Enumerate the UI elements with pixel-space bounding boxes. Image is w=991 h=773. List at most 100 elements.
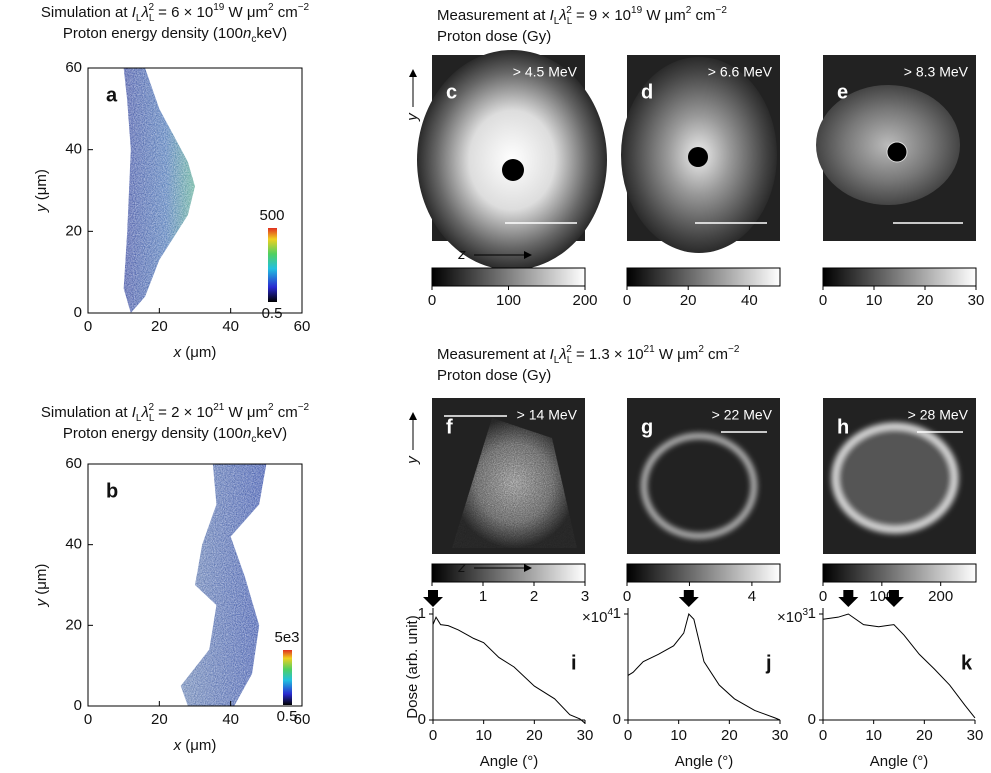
y-tick-label: 60 bbox=[65, 455, 82, 472]
x-tick-label: 0 bbox=[819, 727, 827, 744]
y-tick-label: 0 bbox=[74, 697, 82, 714]
axes-box bbox=[87, 67, 303, 314]
colorbar-min: 0.5 bbox=[262, 305, 283, 322]
text-part: 2 bbox=[148, 2, 154, 13]
colorbar bbox=[822, 563, 977, 583]
target-hole bbox=[688, 147, 708, 167]
text-part: λ bbox=[558, 346, 566, 363]
target-hole bbox=[886, 141, 908, 163]
text-part: (μm) bbox=[181, 344, 216, 361]
text-part: = 6 × 10 bbox=[154, 4, 213, 21]
axes bbox=[822, 608, 975, 721]
colorbar-max: 5e3 bbox=[274, 629, 299, 646]
x-axis-label: Angle (°) bbox=[675, 753, 734, 770]
text-part: x bbox=[173, 737, 182, 754]
y-tick-label: 0 bbox=[418, 711, 426, 728]
text-part: 2 bbox=[148, 402, 154, 413]
text-part: keV) bbox=[256, 425, 287, 442]
text-part: Measurement at bbox=[437, 346, 550, 363]
text-part: (μm) bbox=[33, 169, 50, 204]
text-part: 19 bbox=[213, 2, 225, 13]
x-tick-label: 0 bbox=[84, 711, 92, 728]
text-part: x bbox=[173, 344, 182, 361]
text-part: 2 bbox=[566, 344, 572, 355]
x-tick-label: 10 bbox=[670, 727, 687, 744]
y-tick-label: 20 bbox=[65, 222, 82, 239]
text-part: Simulation at bbox=[41, 4, 132, 21]
panel-subtitle: Proton dose (Gy) bbox=[437, 28, 551, 45]
text-part: c bbox=[251, 434, 256, 445]
text-part: W μm bbox=[224, 4, 268, 21]
x-tick-label: 0 bbox=[429, 727, 437, 744]
text-part: 2 bbox=[268, 2, 274, 13]
dose-profile bbox=[627, 613, 781, 721]
text-part: 4 bbox=[607, 607, 613, 618]
colorbar-tick-label: 0 bbox=[819, 588, 827, 605]
text-part: cm bbox=[274, 4, 298, 21]
colorbar-tick-label: 200 bbox=[928, 588, 953, 605]
text-part: 2 bbox=[686, 5, 692, 16]
text-part: Measurement at bbox=[437, 7, 550, 24]
text-part: c bbox=[251, 34, 256, 45]
text-part: Proton energy density (100 bbox=[63, 425, 243, 442]
text-part: L bbox=[149, 413, 155, 424]
x-tick-label: 60 bbox=[294, 318, 311, 335]
text-part: −2 bbox=[728, 344, 740, 355]
text-part: cm bbox=[274, 404, 298, 421]
text-part: I bbox=[132, 404, 136, 421]
text-part: λ bbox=[140, 4, 148, 21]
colorbar-min: 0.5 bbox=[277, 708, 298, 725]
colorbar-tick-label: 30 bbox=[968, 292, 985, 309]
text-part: y bbox=[33, 597, 50, 607]
text-part: 19 bbox=[631, 5, 643, 16]
target-hole bbox=[502, 159, 524, 181]
dose-ring bbox=[831, 422, 959, 534]
panel-subtitle: Proton energy density (100nckeV) bbox=[63, 25, 287, 45]
x-tick-label: 20 bbox=[151, 318, 168, 335]
text-part: W μm bbox=[224, 404, 268, 421]
panel-letter: i bbox=[571, 652, 577, 674]
panel-title: Simulation at ILλL2 = 6 × 1019 W μm2 cm−… bbox=[41, 2, 310, 24]
y-tick-label: 0 bbox=[613, 711, 621, 728]
colorbar-tick-label: 10 bbox=[866, 292, 883, 309]
x-tick-label: 60 bbox=[294, 711, 311, 728]
text-part: I bbox=[550, 7, 554, 24]
text-part: Proton energy density (100 bbox=[63, 25, 243, 42]
x-tick-label: 30 bbox=[577, 727, 594, 744]
peak-arrow bbox=[883, 590, 904, 607]
y-tick-label: 60 bbox=[65, 59, 82, 76]
dose-glow bbox=[816, 85, 960, 205]
colorbar-tick-label: 4 bbox=[748, 588, 756, 605]
text-part: −2 bbox=[716, 5, 728, 16]
y-tick-label: 0 bbox=[808, 711, 816, 728]
colorbar-tick-label: 40 bbox=[741, 292, 758, 309]
colorbar bbox=[822, 267, 977, 287]
y-tick-label: 40 bbox=[65, 536, 82, 553]
peak-arrow bbox=[838, 590, 859, 607]
x-axis-label: x (μm) bbox=[173, 344, 217, 361]
energy-label: > 22 MeV bbox=[712, 407, 773, 423]
text-part: W μm bbox=[642, 7, 686, 24]
image-letter: c bbox=[446, 81, 457, 103]
x-tick-label: 20 bbox=[721, 727, 738, 744]
x-tick-label: 40 bbox=[222, 711, 239, 728]
colorbar-tick-label: 0 bbox=[623, 292, 631, 309]
text-part: cm bbox=[704, 346, 728, 363]
panel-subtitle: Proton energy density (100nckeV) bbox=[63, 425, 287, 445]
colorbar bbox=[268, 228, 277, 302]
text-part: ×10 bbox=[777, 609, 802, 626]
y-tick-label: 1 bbox=[418, 605, 426, 622]
text-part: L bbox=[136, 13, 142, 24]
colorbar-multiplier: ×103 bbox=[777, 607, 808, 626]
particle-density bbox=[123, 68, 195, 313]
text-part: = 9 × 10 bbox=[572, 7, 631, 24]
y-axis-label: y (μm) bbox=[33, 169, 50, 213]
colorbar-tick-label: 200 bbox=[572, 292, 597, 309]
colorbar bbox=[626, 563, 781, 583]
text-part: cm bbox=[691, 7, 715, 24]
colorbar bbox=[431, 563, 586, 583]
axes-box bbox=[87, 463, 303, 707]
panel-letter: k bbox=[961, 652, 973, 674]
text-part: I bbox=[132, 4, 136, 21]
arrow-head bbox=[524, 564, 532, 572]
